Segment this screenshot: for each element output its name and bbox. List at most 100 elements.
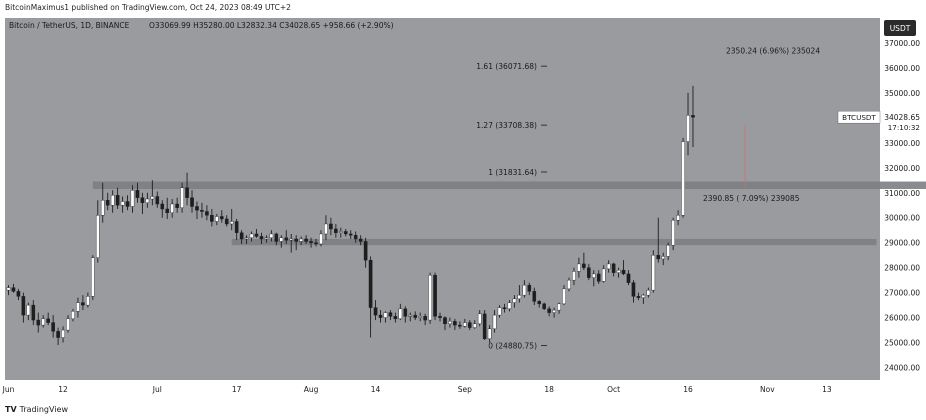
candle-up	[408, 314, 413, 317]
candle-up	[646, 289, 651, 296]
time-tick-label: Aug	[304, 385, 319, 394]
candle-up	[249, 233, 254, 238]
candle-down	[185, 187, 189, 198]
candle-down	[210, 215, 214, 222]
candle-down	[453, 321, 457, 326]
fib-level-label: 1.27 (33708.38)	[476, 121, 537, 130]
candle-down	[433, 274, 437, 317]
candle-down	[195, 206, 199, 211]
time-axis-panel[interactable]	[0, 380, 926, 402]
candle-down	[691, 115, 695, 118]
candle-down	[160, 203, 165, 210]
candle-up	[671, 220, 675, 246]
price-tick-label: 26000.00	[884, 314, 920, 323]
candle-down	[165, 208, 170, 213]
candle-up	[339, 231, 343, 233]
candle-up	[130, 190, 135, 207]
candle-down	[373, 307, 378, 316]
candle-up	[666, 244, 670, 257]
candle-down	[81, 302, 85, 306]
ohlc-readout: O33069.99 H35280.00 L32832.34 C34028.65 …	[149, 21, 394, 30]
candle-down	[254, 233, 259, 237]
price-tick-label: 27000.00	[884, 289, 920, 298]
candle-up	[463, 322, 467, 327]
candle-up	[497, 307, 502, 316]
candle-down	[274, 233, 279, 242]
candle-up	[95, 215, 100, 258]
candle-up	[215, 216, 219, 222]
candle-up	[472, 323, 477, 328]
time-tick-label: 13	[822, 385, 832, 394]
candle-up	[681, 141, 685, 216]
candle-down	[656, 254, 661, 260]
fib-level-label: 1.61 (36071.68)	[476, 62, 537, 71]
fib-level-label: 1 (31831.64)	[488, 168, 537, 177]
candle-up	[552, 309, 556, 313]
horizontal-zone	[231, 238, 877, 246]
price-tick-label: 35000.00	[884, 89, 920, 98]
candle-down	[334, 228, 338, 233]
candle-up	[398, 308, 403, 320]
candle-down	[532, 291, 537, 302]
price-tick-label: 29000.00	[884, 239, 920, 248]
candle-down	[363, 241, 368, 261]
candle-down	[11, 287, 16, 292]
candle-down	[46, 318, 50, 323]
candle-up	[641, 294, 646, 298]
candle-up	[616, 269, 621, 273]
price-tick-label: 30000.00	[884, 214, 920, 223]
candle-down	[527, 284, 532, 292]
candle-up	[686, 115, 690, 142]
candle-up	[91, 257, 95, 297]
candle-up	[383, 312, 388, 318]
price-axis-panel[interactable]	[880, 18, 926, 380]
measure-annotation: 2390.85 ( 7.09%) 239085	[703, 194, 800, 203]
candle-up	[324, 223, 328, 235]
tradingview-footer[interactable]: TV TradingView	[5, 405, 68, 414]
candle-up	[86, 296, 90, 306]
time-tick-label: 16	[683, 385, 693, 394]
candle-up	[676, 215, 680, 221]
candle-down	[502, 307, 507, 310]
candle-down	[36, 319, 41, 326]
candle-down	[21, 296, 26, 316]
candle-down	[388, 312, 393, 317]
candle-up	[319, 233, 323, 245]
last-price-tag	[881, 110, 925, 135]
candle-up	[61, 329, 65, 338]
candle-up	[507, 302, 512, 310]
price-tick-label: 32000.00	[884, 164, 920, 173]
candle-up	[487, 328, 492, 340]
candle-down	[284, 237, 289, 241]
currency-label: USDT	[890, 24, 911, 33]
candle-down	[358, 238, 363, 242]
candle-down	[51, 322, 55, 332]
time-tick-label: Nov	[760, 385, 775, 394]
candle-down	[259, 236, 264, 240]
candle-down	[368, 259, 373, 308]
candle-down	[309, 241, 313, 243]
candle-up	[244, 237, 249, 240]
candle-down	[348, 233, 353, 236]
candle-down	[631, 282, 636, 297]
candle-down	[542, 303, 546, 310]
candle-up	[522, 284, 527, 296]
time-tick-label: Sep	[458, 385, 472, 394]
candle-down	[105, 200, 110, 206]
candle-up	[448, 321, 452, 325]
candle-down	[353, 234, 358, 240]
candle-down	[16, 291, 21, 297]
candle-down	[423, 316, 427, 321]
candle-up	[517, 294, 522, 300]
candle-down	[403, 308, 408, 317]
candle-up	[264, 237, 269, 240]
candle-down	[537, 301, 542, 305]
candle-up	[591, 273, 596, 278]
currency-button[interactable]	[884, 20, 916, 36]
candle-up	[477, 313, 482, 325]
candle-down	[205, 211, 209, 216]
tradingview-logo-icon: TV	[5, 405, 17, 414]
last-price-value: 34028.65	[884, 113, 920, 122]
